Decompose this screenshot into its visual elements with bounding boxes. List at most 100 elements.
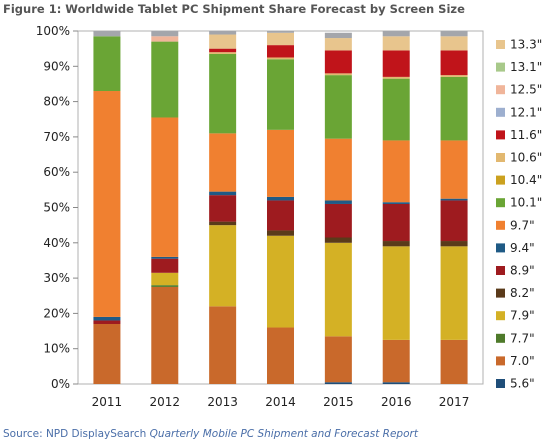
legend-label: 10.1" — [510, 196, 542, 210]
bar-segment — [324, 75, 352, 139]
legend-label: 13.1" — [510, 60, 542, 74]
bar-segment — [324, 336, 352, 383]
legend-label: 7.7" — [510, 331, 535, 345]
bar-segment — [209, 52, 237, 54]
bar-segment — [324, 73, 352, 76]
y-tick-label: 100% — [36, 24, 70, 38]
legend-label: 12.1" — [510, 105, 542, 119]
bar-segment — [93, 316, 121, 321]
source-prefix: Source: NPD DisplaySearch — [3, 428, 150, 440]
bar-segment — [440, 241, 468, 247]
y-tick-label: 20% — [43, 306, 70, 320]
source-note: Source: NPD DisplaySearch Quarterly Mobi… — [3, 428, 418, 440]
bar-segment — [382, 78, 410, 141]
bar-segment — [151, 31, 179, 37]
chart-title: Figure 1: Worldwide Tablet PC Shipment S… — [3, 2, 465, 16]
bar-segment — [209, 221, 237, 226]
legend-swatch — [496, 333, 505, 343]
legend-swatch — [496, 40, 505, 49]
legend-label: 9.7" — [510, 218, 535, 232]
legend-label: 10.4" — [510, 173, 542, 187]
bar-segment — [93, 31, 121, 37]
bar-segment — [382, 31, 410, 37]
bar-segment — [382, 50, 410, 77]
y-tick-label: 50% — [43, 201, 70, 215]
bar-segment — [267, 57, 294, 60]
x-tick-label: 2014 — [265, 395, 296, 409]
legend-swatch — [496, 153, 505, 162]
bar-segment — [440, 50, 468, 76]
legend-label: 9.4" — [510, 241, 535, 255]
legend-swatch — [496, 311, 505, 321]
legend-swatch — [496, 62, 505, 72]
bar-segment — [324, 32, 352, 39]
bar-segment — [267, 235, 294, 328]
bar-segment — [440, 36, 468, 51]
bar-segment — [267, 59, 294, 130]
bar-segment — [267, 200, 294, 231]
y-tick-label: 0% — [51, 377, 70, 391]
legend-swatch — [496, 85, 505, 95]
x-tick-label: 2011 — [92, 395, 123, 409]
bar-segment — [267, 45, 294, 58]
bar-segment — [267, 327, 294, 384]
legend-swatch — [496, 175, 505, 185]
bar-segment — [151, 41, 179, 118]
bar-segment — [209, 48, 237, 53]
x-tick-label: 2016 — [381, 395, 412, 409]
bar-segment — [382, 202, 410, 204]
bar-segment — [382, 241, 410, 247]
bars-layer — [93, 31, 468, 384]
bar-segment — [267, 129, 294, 197]
legend-label: 5.6" — [510, 377, 535, 391]
legend-label: 8.2" — [510, 286, 535, 300]
y-tick-label: 90% — [43, 59, 70, 73]
legend: 13.3" 13.1" 12.5" 12.1" 11.6" 10.6" 10.4" 10.1"… — [496, 38, 542, 391]
bar-segment — [267, 31, 294, 33]
legend-swatch — [496, 107, 505, 117]
bar-segment — [440, 140, 468, 199]
bar-segment — [324, 382, 352, 384]
bar-segment — [209, 225, 237, 307]
source-report-link[interactable]: Quarterly Mobile PC Shipment and Forecas… — [149, 428, 418, 440]
bar-segment — [151, 286, 179, 384]
bar-segment — [382, 339, 410, 383]
y-tick-label: 80% — [43, 95, 70, 109]
bar-segment — [324, 50, 352, 74]
bar-segment — [382, 203, 410, 242]
legend-label: 13.3" — [510, 38, 542, 52]
y-tick-label: 60% — [43, 165, 70, 179]
legend-swatch — [496, 379, 505, 388]
bar-segment — [93, 36, 121, 92]
x-tick-label: 2012 — [150, 395, 181, 409]
bar-segment — [209, 191, 237, 196]
bar-segment — [209, 31, 237, 35]
bar-segment — [267, 32, 294, 46]
bar-segment — [151, 256, 179, 259]
legend-swatch — [496, 266, 505, 275]
bar-segment — [382, 140, 410, 203]
bar-segment — [93, 91, 121, 317]
bar-segment — [382, 246, 410, 340]
bar-segment — [209, 195, 237, 222]
bar-segment — [324, 138, 352, 201]
legend-label: 12.5" — [510, 83, 542, 97]
legend-swatch — [496, 198, 505, 208]
legend-swatch — [496, 130, 505, 140]
bar-segment — [440, 200, 468, 242]
bar-segment — [440, 198, 468, 201]
bar-segment — [440, 76, 468, 141]
x-axis: 2011 2012 2013 2014 2015 2016 2017 — [92, 395, 470, 409]
bar-segment — [151, 285, 179, 287]
bar-segment — [93, 323, 121, 384]
bar-segment — [440, 246, 468, 340]
bar-segment — [151, 36, 179, 42]
y-tick-label: 40% — [43, 236, 70, 250]
bar-segment — [267, 196, 294, 201]
y-tick-label: 10% — [43, 342, 70, 356]
bar-segment — [267, 230, 294, 236]
bar-segment — [440, 339, 468, 384]
bar-segment — [440, 75, 468, 77]
bar-segment — [382, 76, 410, 79]
